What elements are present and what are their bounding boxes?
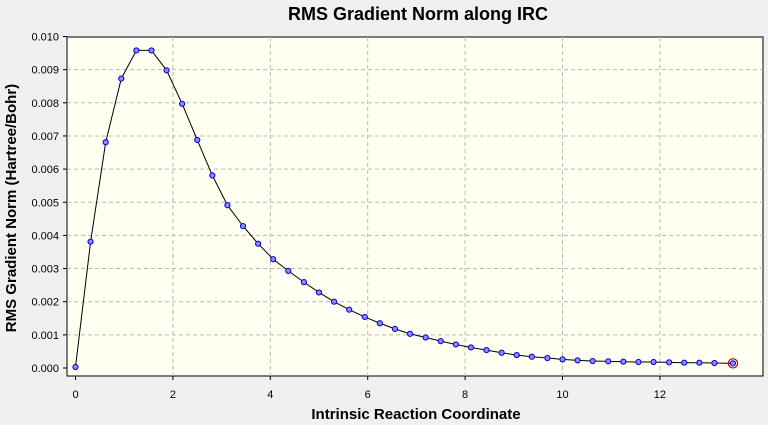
y-tick-label: 0.008 [31,98,59,110]
y-tick-label: 0.009 [31,65,59,77]
data-point [666,359,673,366]
data-point [513,351,520,359]
data-point [133,47,140,54]
y-tick-label: 0.010 [31,32,59,44]
x-tick-label: 4 [267,389,273,401]
data-point [255,240,262,247]
data-point [544,354,551,362]
y-tick-label: 0.001 [31,330,59,342]
data-point [498,349,505,356]
plot-area [66,36,764,377]
x-tick-label: 2 [170,389,176,401]
data-point [209,172,216,179]
x-tick-label: 12 [654,389,666,401]
data-point [589,357,596,365]
data-point [437,338,444,345]
y-axis-label: RMS Gradient Norm (Hartree/Bohr) [3,84,20,332]
data-point [376,320,383,327]
data-point [483,346,490,354]
data-point [163,67,170,74]
data-point [315,289,323,296]
data-point [239,223,247,230]
data-point [711,359,718,367]
data-point [729,360,737,367]
axis-ticks: 0.000 0.001 0.002 0.003 0.004 0.005 0.006 0.007… [31,32,666,402]
y-tick-label: 0.007 [31,131,59,143]
x-axis-label: Intrinsic Reaction Coordinate [311,406,520,423]
data-point [300,279,308,286]
x-tick-label: 6 [365,389,371,401]
data-point [452,341,459,348]
data-point [330,298,338,305]
y-tick-label: 0.005 [31,197,59,209]
current-point-marker [727,358,739,369]
data-point [224,202,231,209]
data-point [620,358,627,365]
data-point [285,267,292,274]
y-tick-label: 0.006 [31,164,59,176]
y-tick-label: 0.003 [31,264,59,276]
data-point [102,139,109,146]
data-point [559,356,566,363]
data-point [118,75,125,82]
chart-title: RMS Gradient Norm along IRC [288,4,548,24]
data-point [650,358,657,366]
data-point [346,306,353,313]
y-tick-label: 0.002 [31,297,59,309]
data-point [361,313,368,321]
data-point [635,358,642,366]
data-point [148,47,155,54]
data-point [467,344,475,351]
y-tick-label: 0.000 [31,363,59,375]
x-tick-label: 10 [556,389,568,401]
data-point [681,359,688,366]
data-point [605,358,612,365]
y-tick-label: 0.004 [31,230,59,242]
series [72,47,739,371]
data-point [87,238,94,245]
data-point [574,357,581,364]
data-point [194,136,201,144]
data-point [270,256,277,263]
x-tick-label: 8 [462,389,468,401]
data-point [179,100,186,107]
data-point [696,359,703,366]
data-point [528,353,535,360]
x-tick-label: 0 [72,389,78,401]
data-point [72,363,79,371]
data-point [406,330,414,337]
data-point [391,325,399,332]
data-point [422,334,429,341]
